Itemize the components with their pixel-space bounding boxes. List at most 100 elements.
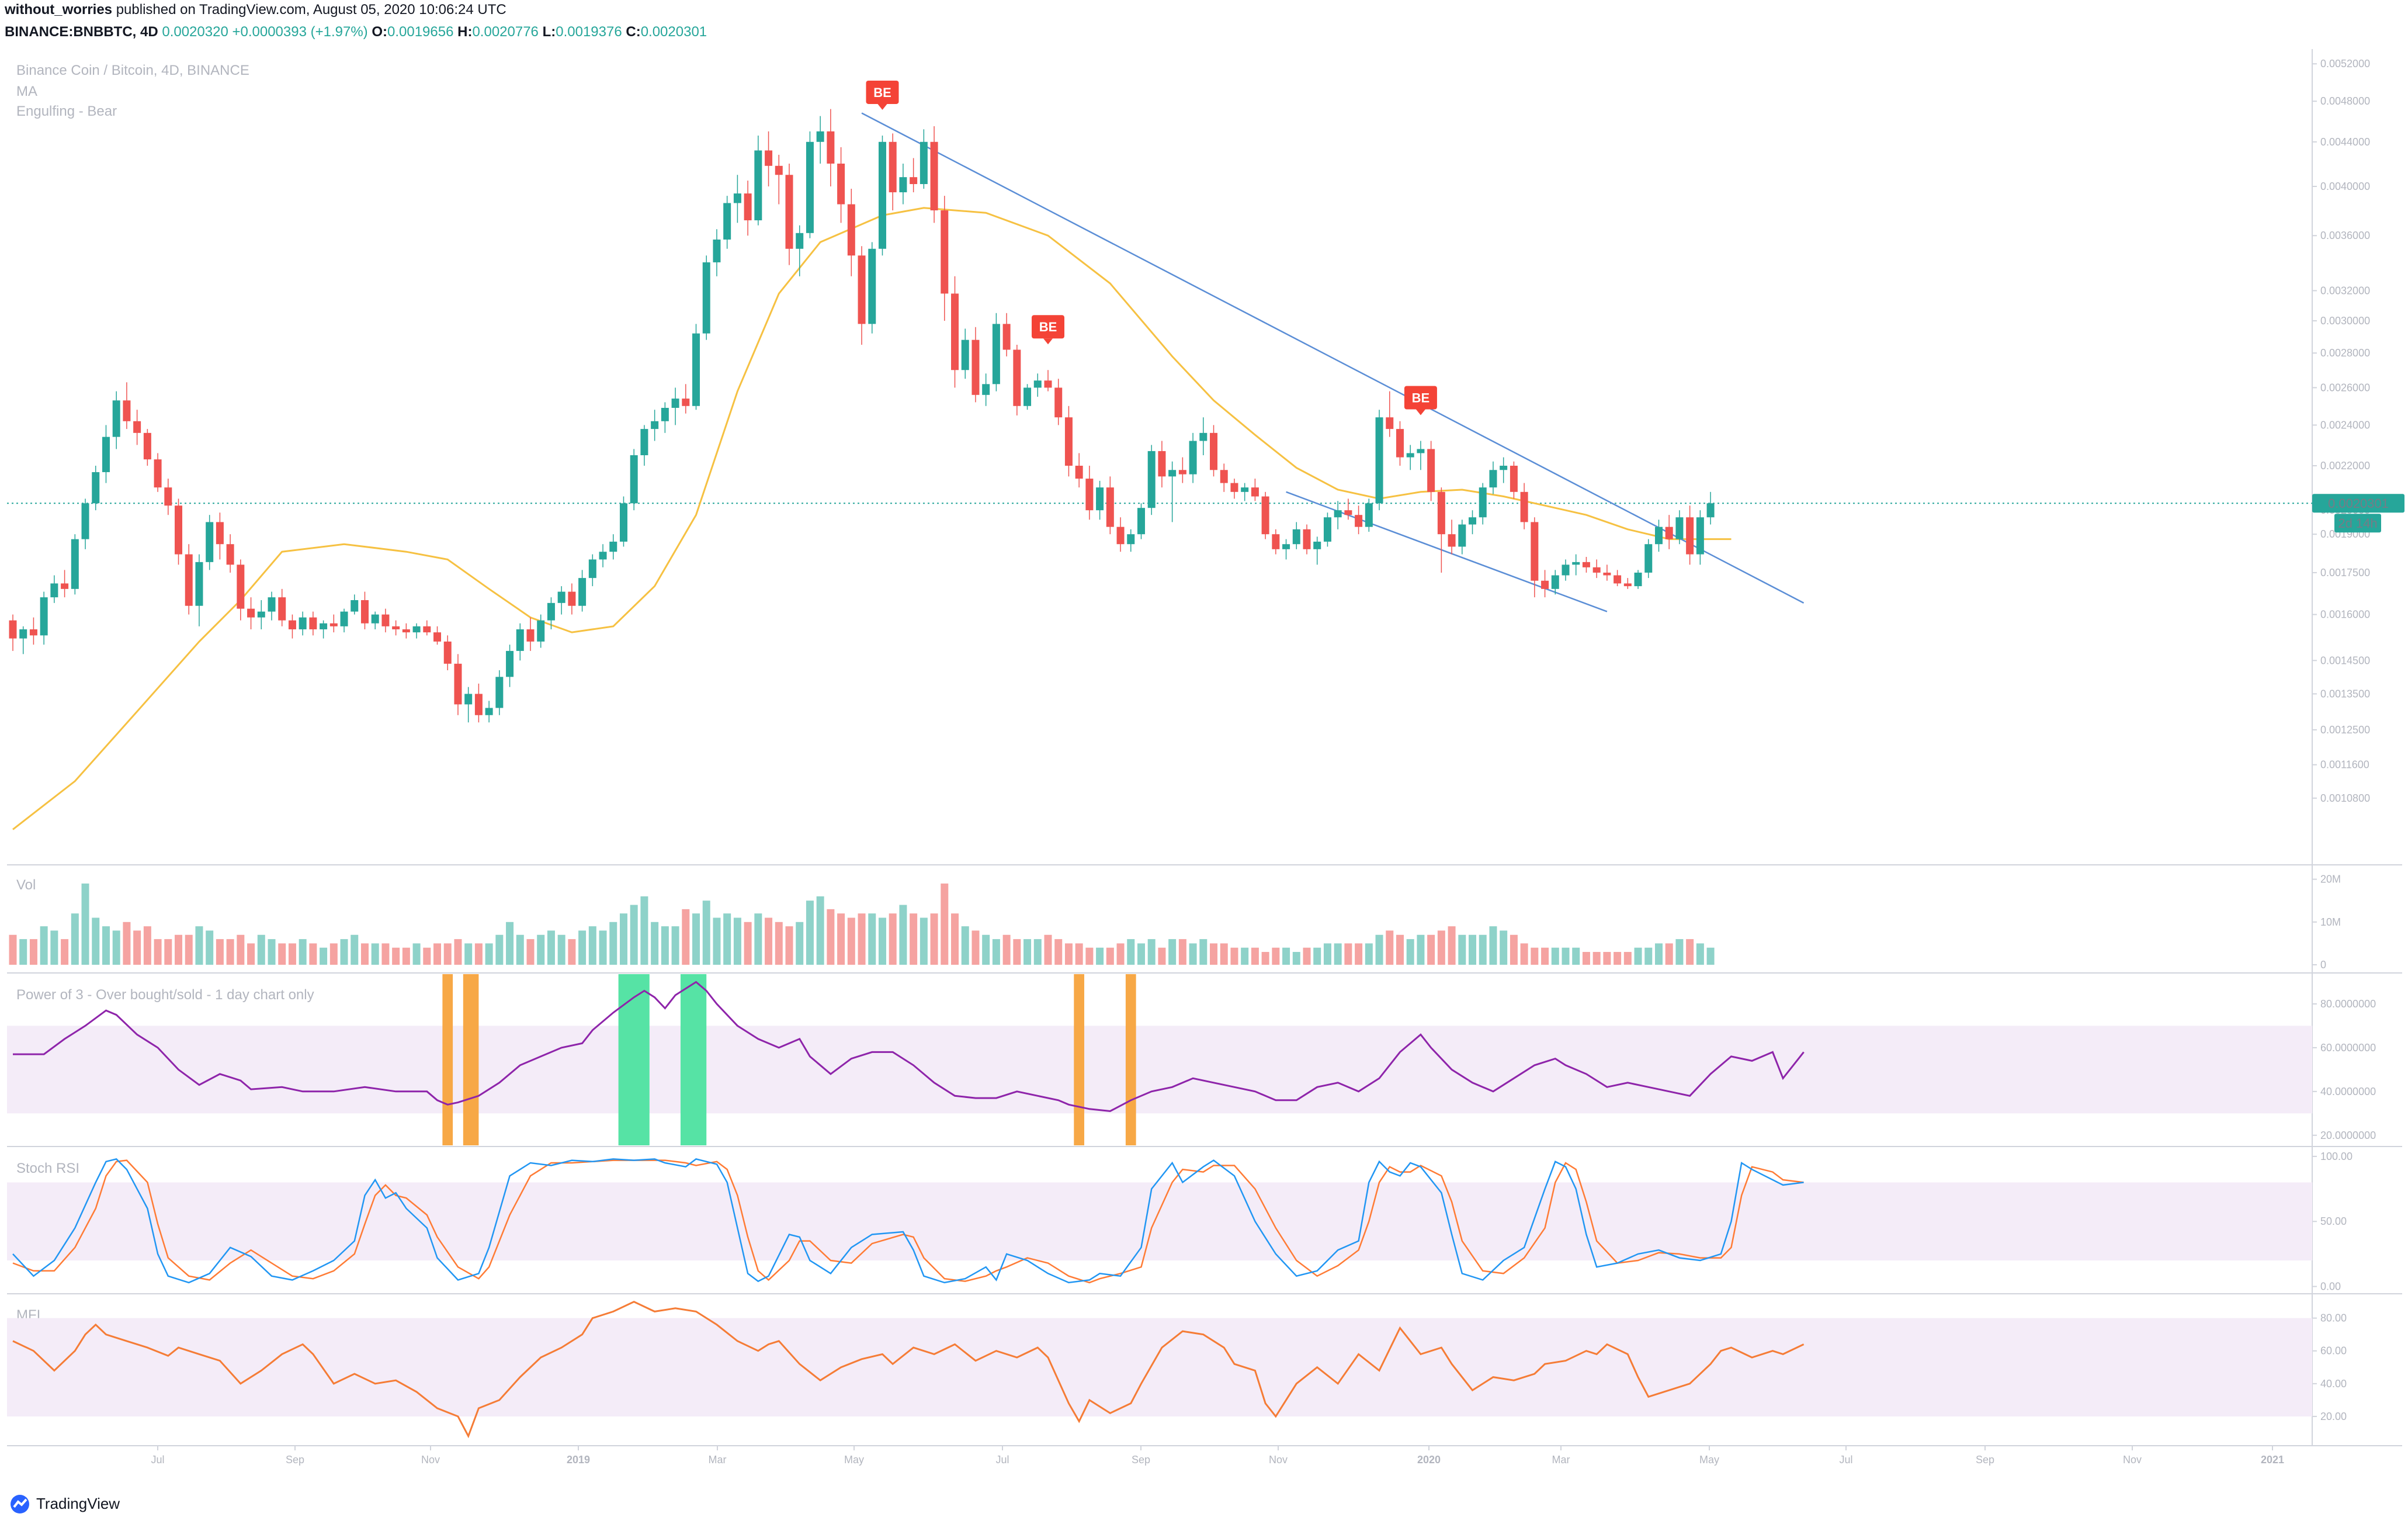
candle <box>185 544 193 615</box>
candle <box>847 189 855 276</box>
power3-tick-label: 60.0000000 <box>2320 1042 2376 1054</box>
low-value: 0.0019376 <box>556 24 622 40</box>
main-title: Binance Coin / Bitcoin, 4D, BINANCE <box>16 63 249 78</box>
power3-tick-label: 20.0000000 <box>2320 1130 2376 1141</box>
volume-bar <box>1013 939 1021 965</box>
candle-body <box>506 650 514 677</box>
candle <box>1644 539 1653 579</box>
price-panel: BE BE BE <box>7 80 2312 830</box>
volume-bar <box>1054 939 1063 965</box>
candle-body <box>1023 387 1032 406</box>
candle <box>402 623 410 639</box>
candle-body <box>81 503 89 539</box>
candle <box>102 425 110 483</box>
candle <box>619 496 627 547</box>
volume-bar <box>143 926 151 965</box>
candle-body <box>588 559 596 579</box>
candle <box>123 382 131 430</box>
volume-bar <box>112 930 120 965</box>
price-tick-label: 0.0028000 <box>2320 347 2370 359</box>
candle <box>464 687 473 723</box>
volume-bar <box>485 943 493 965</box>
candle <box>568 583 576 615</box>
candle <box>806 131 814 238</box>
candle <box>889 133 897 211</box>
candle <box>309 611 317 636</box>
candle-body <box>744 193 752 221</box>
mfi-tick-label: 20.00 <box>2320 1411 2347 1422</box>
candle-body <box>50 583 58 598</box>
time-tick-label: Nov <box>1269 1454 1288 1466</box>
volume-bar <box>1469 934 1477 965</box>
volume-bar <box>123 922 131 965</box>
candle-body <box>288 620 296 629</box>
volume-bar <box>1489 926 1497 965</box>
candle <box>961 328 969 379</box>
volume-bar <box>92 917 100 965</box>
candle <box>92 465 100 511</box>
volume-bar <box>40 926 48 965</box>
candle-body <box>1282 544 1290 549</box>
volume-bar <box>1531 947 1539 965</box>
candle-body <box>630 455 638 504</box>
volume-bar <box>713 917 721 965</box>
candle-body <box>619 503 627 542</box>
time-tick-label: May <box>844 1454 864 1466</box>
candle-body <box>951 293 959 370</box>
candle <box>651 410 659 441</box>
candle-body <box>1272 534 1280 549</box>
candle-body <box>237 564 245 609</box>
candle <box>868 242 876 334</box>
candle <box>112 391 120 449</box>
time-tick-label: Sep <box>286 1454 304 1466</box>
candle <box>1592 559 1601 579</box>
engulfing-bear-marker: BE <box>1032 315 1064 345</box>
volume-bar <box>1386 930 1394 965</box>
volume-bar <box>651 922 659 965</box>
volume-bar <box>1406 939 1414 965</box>
volume-bar <box>1614 952 1622 965</box>
candle-body <box>1044 380 1052 388</box>
candle-body <box>702 262 710 334</box>
candle <box>1199 417 1208 456</box>
candle-body <box>133 421 141 433</box>
engulfing-bear-marker: BE <box>1404 386 1437 415</box>
candle <box>547 597 555 629</box>
candle-body <box>92 472 100 504</box>
volume-bar <box>1220 943 1228 965</box>
price-tick-label: 0.0014500 <box>2320 654 2370 666</box>
candle <box>692 324 700 410</box>
candle-body <box>910 177 918 185</box>
volume-bar <box>889 913 897 965</box>
candle <box>1375 410 1383 511</box>
candle-body <box>920 141 928 185</box>
volume-bar <box>1396 934 1404 965</box>
candle-body <box>1096 487 1104 511</box>
candle <box>1634 570 1642 589</box>
author-name: without_worries <box>4 2 112 18</box>
volume-bar <box>796 922 804 965</box>
time-tick-label: Nov <box>421 1454 440 1466</box>
candle-body <box>1675 517 1684 539</box>
candle <box>1241 483 1249 501</box>
candle-body <box>143 432 151 460</box>
candle <box>1448 519 1456 555</box>
candle <box>1406 445 1414 470</box>
candle <box>50 575 58 603</box>
candle-body <box>1303 529 1311 549</box>
candle-body <box>268 597 276 612</box>
candle-body <box>299 617 307 629</box>
time-tick-label: 2020 <box>1417 1454 1441 1466</box>
candle-body <box>1531 522 1539 581</box>
time-tick-label: Jul <box>995 1454 1009 1466</box>
low-label: L: <box>543 24 556 40</box>
volume-bar <box>961 926 969 965</box>
high-value: 0.0020776 <box>472 24 538 40</box>
volume-bar <box>216 939 224 965</box>
volume-bar <box>537 934 545 965</box>
candle <box>1489 461 1497 494</box>
candle-body <box>1189 441 1197 474</box>
candle-body <box>1469 517 1477 525</box>
candle <box>226 534 234 573</box>
candle-body <box>661 407 669 421</box>
